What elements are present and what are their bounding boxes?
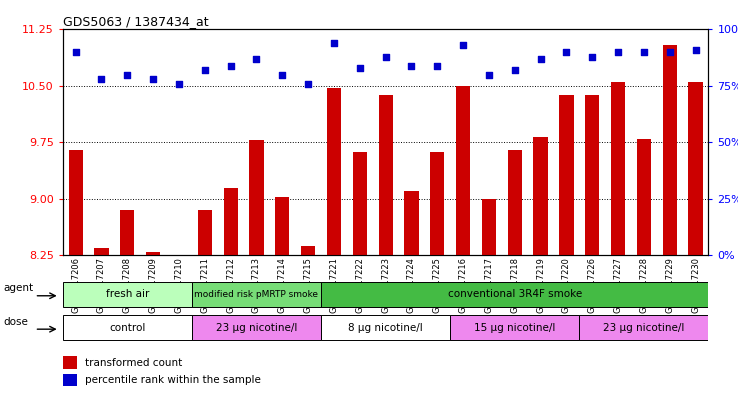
Bar <box>321 282 708 307</box>
Text: 23 μg nicotine/l: 23 μg nicotine/l <box>603 323 685 333</box>
Point <box>328 40 340 46</box>
Bar <box>63 282 192 307</box>
Bar <box>301 246 315 255</box>
Point <box>225 62 237 69</box>
Bar <box>63 356 77 369</box>
Point <box>509 67 521 73</box>
Point <box>458 42 469 48</box>
Bar <box>585 95 599 255</box>
Bar <box>663 44 677 255</box>
Bar <box>172 255 186 259</box>
Point <box>534 56 546 62</box>
Bar <box>404 191 418 255</box>
Point <box>354 65 366 71</box>
Bar <box>482 199 496 255</box>
Point <box>431 62 443 69</box>
Bar <box>456 86 470 255</box>
Text: percentile rank within the sample: percentile rank within the sample <box>86 375 261 385</box>
Point <box>613 49 624 55</box>
Bar <box>224 187 238 255</box>
Bar <box>534 137 548 255</box>
Point <box>173 81 185 87</box>
Bar <box>198 210 212 255</box>
Bar <box>146 252 160 255</box>
Point <box>303 81 314 87</box>
Bar <box>450 315 579 340</box>
Bar <box>192 282 321 307</box>
Bar <box>353 152 367 255</box>
Point <box>148 76 159 82</box>
Point <box>638 49 649 55</box>
Bar <box>637 139 651 255</box>
Bar <box>192 315 321 340</box>
Point <box>406 62 418 69</box>
Point <box>121 72 134 78</box>
Bar <box>69 150 83 255</box>
Bar <box>559 95 573 255</box>
Point <box>690 47 702 53</box>
Bar <box>379 95 393 255</box>
Point <box>96 76 108 82</box>
Text: GDS5063 / 1387434_at: GDS5063 / 1387434_at <box>63 15 208 28</box>
Bar <box>275 197 289 255</box>
Text: 8 μg nicotine/l: 8 μg nicotine/l <box>348 323 423 333</box>
Bar <box>611 82 625 255</box>
Bar <box>94 248 108 255</box>
Bar <box>327 88 341 255</box>
Text: transformed count: transformed count <box>86 358 182 367</box>
Point <box>251 56 263 62</box>
Text: modified risk pMRTP smoke: modified risk pMRTP smoke <box>194 290 319 299</box>
Bar <box>579 315 708 340</box>
Bar <box>63 374 77 386</box>
Bar <box>249 140 263 255</box>
Point <box>69 49 82 55</box>
Bar <box>689 82 703 255</box>
Point <box>483 72 495 78</box>
Text: control: control <box>109 323 145 333</box>
Text: conventional 3R4F smoke: conventional 3R4F smoke <box>448 289 582 299</box>
Point <box>561 49 573 55</box>
Point <box>586 53 598 60</box>
Text: fresh air: fresh air <box>106 289 149 299</box>
Text: 23 μg nicotine/l: 23 μg nicotine/l <box>215 323 297 333</box>
Bar <box>508 150 522 255</box>
Text: agent: agent <box>3 283 33 293</box>
Bar <box>120 210 134 255</box>
Bar <box>63 315 192 340</box>
Text: dose: dose <box>3 316 28 327</box>
Point <box>276 72 288 78</box>
Point <box>199 67 211 73</box>
Bar <box>430 152 444 255</box>
Point <box>380 53 392 60</box>
Text: 15 μg nicotine/l: 15 μg nicotine/l <box>474 323 556 333</box>
Point <box>664 49 676 55</box>
Bar <box>321 315 450 340</box>
